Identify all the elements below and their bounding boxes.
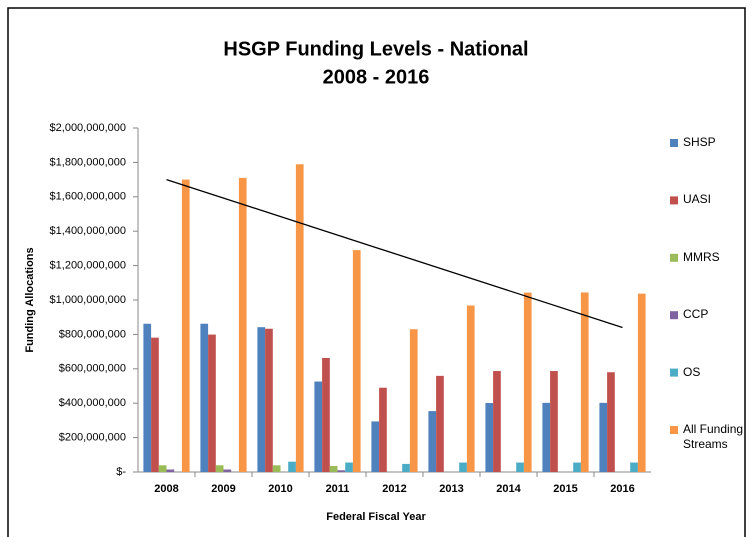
x-tick-label: 2015 [553, 483, 577, 495]
bar [151, 337, 159, 472]
bar [607, 372, 615, 472]
legend-item: OS [683, 364, 701, 379]
bar [257, 327, 266, 472]
bar [379, 387, 387, 472]
bar [580, 292, 589, 472]
bar [466, 305, 475, 472]
x-tick-label: 2010 [268, 483, 292, 495]
x-tick-label: 2012 [382, 483, 406, 495]
bar [166, 469, 175, 472]
bar [542, 402, 551, 472]
bar [143, 323, 152, 472]
bar [485, 403, 494, 472]
x-tick-label: 2008 [154, 483, 178, 495]
bar [516, 462, 524, 472]
bar [345, 462, 353, 472]
legend-item: UASI [683, 192, 712, 207]
x-tick-label: 2011 [326, 483, 350, 495]
x-tick-label: 2016 [610, 483, 634, 495]
bar [428, 411, 437, 472]
y-tick-label: $1,600,000,000 [50, 191, 126, 203]
legend-label: CCP [683, 307, 709, 322]
legend-label: UASI [683, 192, 712, 207]
y-tick-label: $1,800,000,000 [50, 156, 126, 168]
bar [637, 293, 646, 472]
bar [322, 357, 330, 472]
bar [314, 381, 323, 472]
x-axis-label: Federal Fiscal Year [326, 511, 426, 523]
legend-label: MMRS [683, 249, 720, 264]
bar [409, 329, 418, 472]
legend-label: OS [683, 364, 701, 379]
trendline [166, 178, 623, 329]
legend-item: MMRS [683, 249, 720, 264]
bar [223, 469, 232, 472]
bar [402, 463, 410, 472]
legend-swatch [670, 139, 678, 147]
y-tick-label: $800,000,000 [59, 328, 126, 340]
bar [238, 177, 247, 472]
bar [550, 371, 558, 472]
x-tick-label: 2009 [211, 483, 235, 495]
legend-label: All Funding Streams [683, 422, 744, 451]
bar [493, 371, 501, 472]
legend-label: SHSP [683, 135, 716, 149]
legend-swatch [670, 196, 678, 205]
chart-title: HSGP Funding Levels - National [223, 38, 528, 60]
bar [337, 470, 346, 472]
y-tick-label: $400,000,000 [59, 397, 126, 409]
bar [459, 462, 467, 472]
bar [352, 250, 361, 472]
bar [181, 179, 190, 472]
bar [200, 323, 209, 472]
bar [573, 462, 581, 472]
y-tick-label: $600,000,000 [59, 363, 126, 375]
y-axis-label: Funding Allocations [24, 247, 36, 352]
bar [630, 462, 638, 472]
bar [329, 465, 338, 472]
y-tick-label: $2,000,000,000 [50, 122, 126, 134]
bar [436, 375, 444, 472]
bar [371, 421, 380, 472]
x-tick-label: 2014 [496, 483, 521, 495]
y-tick-label: $- [116, 466, 126, 478]
chart-subtitle: 2008 - 2016 [323, 66, 430, 88]
bar [295, 164, 304, 473]
y-tick-label: $200,000,000 [59, 432, 126, 444]
x-tick-label: 2013 [439, 483, 463, 495]
bar [523, 292, 532, 472]
legend-swatch [670, 426, 678, 434]
y-tick-label: $1,200,000,000 [50, 260, 126, 272]
legend-item: CCP [683, 307, 709, 322]
legend-item: All Funding Streams [683, 422, 744, 451]
bar [158, 465, 167, 472]
legend-swatch [670, 311, 678, 320]
bar [208, 334, 216, 472]
y-tick-label: $1,000,000,000 [50, 294, 126, 306]
y-tick-label: $1,400,000,000 [50, 225, 126, 237]
legend-swatch [670, 253, 678, 262]
bar [265, 328, 273, 472]
bar [272, 465, 281, 472]
bar [215, 465, 224, 472]
legend-item: SHSP [683, 135, 716, 149]
bar [599, 402, 608, 472]
legend-swatch [670, 368, 678, 377]
bar [288, 461, 296, 472]
